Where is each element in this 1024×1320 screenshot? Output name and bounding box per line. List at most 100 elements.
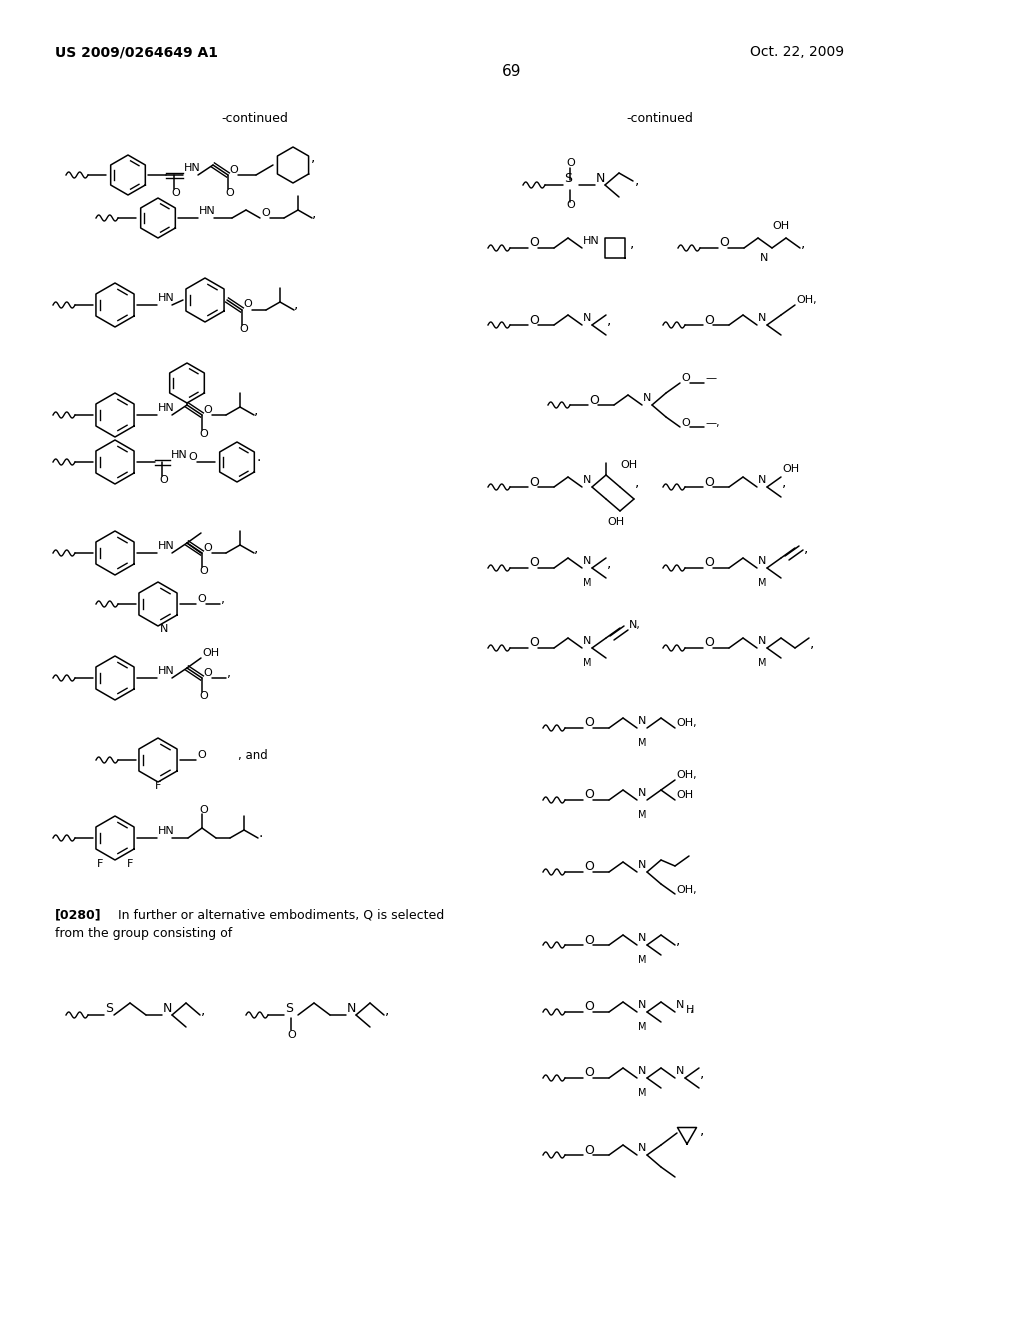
Text: O: O (199, 566, 208, 576)
Text: Oct. 22, 2009: Oct. 22, 2009 (750, 45, 844, 59)
Text: O: O (584, 788, 594, 801)
Text: O: O (584, 1143, 594, 1156)
Text: O: O (719, 236, 729, 249)
Text: OH: OH (676, 789, 693, 800)
Text: O: O (261, 209, 269, 218)
Text: ,: , (312, 206, 316, 220)
Text: ,: , (804, 541, 808, 554)
Text: OH,: OH, (796, 294, 816, 305)
Text: N: N (638, 861, 646, 870)
Text: O: O (589, 393, 599, 407)
Text: O: O (681, 418, 690, 428)
Text: HN: HN (171, 450, 187, 459)
Text: OH,: OH, (676, 884, 696, 895)
Text: ,: , (221, 593, 225, 606)
Text: OH: OH (772, 220, 790, 231)
Text: H: H (686, 1005, 694, 1015)
Text: ,: , (635, 173, 639, 187)
Text: —: — (705, 374, 716, 383)
Text: N: N (163, 1002, 172, 1015)
Text: M: M (583, 657, 592, 668)
Text: O: O (584, 1001, 594, 1014)
Text: O: O (199, 429, 208, 440)
Text: F: F (97, 859, 103, 869)
Text: 69: 69 (502, 65, 522, 79)
Text: O: O (529, 314, 539, 326)
Text: , and: , and (238, 750, 267, 763)
Text: ,: , (700, 1067, 705, 1080)
Text: ,: , (254, 541, 258, 554)
Text: ,: , (676, 933, 680, 946)
Text: O: O (529, 236, 539, 249)
Text: O: O (203, 668, 212, 678)
Text: S: S (285, 1002, 293, 1015)
Text: O: O (188, 451, 197, 462)
Text: N: N (758, 636, 766, 645)
Text: O: O (584, 933, 594, 946)
Text: N: N (596, 172, 605, 185)
Text: N: N (676, 1001, 684, 1010)
Text: M: M (638, 738, 646, 748)
Text: ,: , (700, 1123, 705, 1137)
Text: N: N (758, 313, 766, 323)
Text: O: O (197, 750, 206, 760)
Text: O: O (681, 374, 690, 383)
Text: .: . (258, 826, 262, 840)
Text: O: O (159, 475, 168, 484)
Text: HN: HN (158, 826, 175, 836)
Text: M: M (758, 578, 767, 587)
Text: N: N (160, 624, 168, 634)
Text: O: O (566, 201, 574, 210)
Text: M: M (638, 1022, 646, 1032)
Text: O: O (529, 557, 539, 569)
Text: ,: , (607, 556, 611, 570)
Text: M: M (638, 1088, 646, 1098)
Text: OH,: OH, (676, 718, 696, 729)
Text: US 2009/0264649 A1: US 2009/0264649 A1 (55, 45, 218, 59)
Text: ,: , (630, 236, 635, 249)
Text: ,: , (782, 475, 786, 488)
Text: N: N (638, 1143, 646, 1152)
Text: In further or alternative embodiments, Q is selected: In further or alternative embodiments, Q… (118, 908, 444, 921)
Text: -continued: -continued (627, 111, 693, 124)
Text: OH,: OH, (676, 770, 696, 780)
Text: O: O (584, 717, 594, 730)
Text: F: F (155, 781, 161, 791)
Text: ,: , (690, 1001, 694, 1014)
Text: M: M (758, 657, 767, 668)
Text: O: O (199, 690, 208, 701)
Text: N: N (583, 475, 592, 484)
Text: HN: HN (184, 162, 201, 173)
Text: O: O (203, 543, 212, 553)
Text: OH: OH (607, 517, 624, 527)
Text: M: M (638, 810, 646, 820)
Text: N: N (638, 933, 646, 942)
Text: ,: , (201, 1003, 206, 1016)
Text: N: N (760, 253, 768, 263)
Text: O: O (197, 594, 206, 605)
Text: O: O (584, 1067, 594, 1080)
Text: N: N (583, 313, 592, 323)
Text: N: N (638, 1067, 646, 1076)
Text: N: N (638, 788, 646, 799)
Text: O: O (199, 805, 208, 814)
Text: O: O (705, 636, 714, 649)
Text: ,: , (294, 297, 298, 312)
Text: HN: HN (158, 541, 175, 550)
Text: M: M (638, 954, 646, 965)
Text: from the group consisting of: from the group consisting of (55, 927, 232, 940)
Text: HN: HN (158, 403, 175, 413)
Text: O: O (705, 557, 714, 569)
Text: N,: N, (629, 620, 641, 630)
Text: M: M (583, 578, 592, 587)
Text: O: O (225, 187, 233, 198)
Text: O: O (566, 158, 574, 168)
Text: O: O (229, 165, 238, 176)
Text: ,: , (635, 475, 639, 488)
Text: HN: HN (583, 236, 600, 246)
Text: ,: , (254, 403, 258, 417)
Text: OH: OH (620, 459, 637, 470)
Text: O: O (203, 405, 212, 414)
Text: —,: —, (705, 418, 720, 428)
Text: ,: , (801, 236, 805, 249)
